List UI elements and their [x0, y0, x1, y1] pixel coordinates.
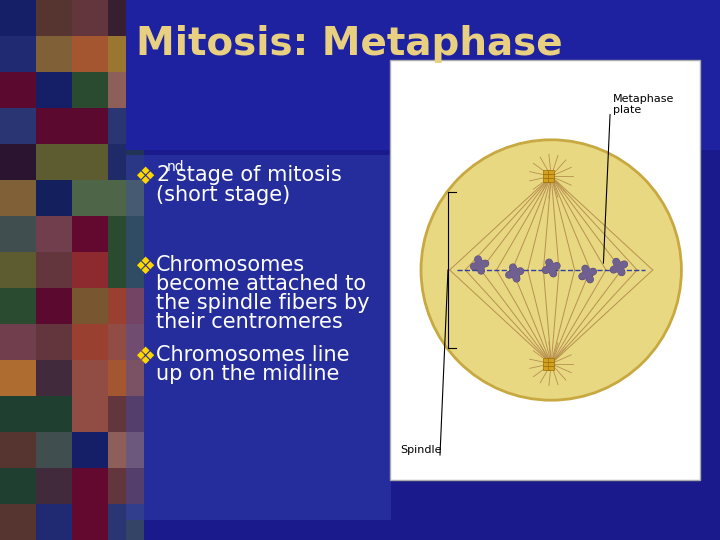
Circle shape	[421, 140, 681, 400]
Bar	[36, 396, 72, 432]
Bar	[72, 72, 108, 108]
Text: nd: nd	[167, 160, 184, 174]
Bar	[72, 288, 108, 324]
Bar	[108, 180, 144, 216]
Bar	[543, 178, 549, 183]
Bar	[36, 288, 72, 324]
Bar	[36, 432, 72, 468]
Bar	[72, 180, 108, 216]
Bar	[36, 144, 72, 180]
Bar	[0, 504, 36, 540]
Bar	[36, 324, 72, 360]
Bar	[543, 170, 549, 174]
Bar	[108, 504, 144, 540]
Bar	[108, 288, 144, 324]
Bar	[390, 60, 700, 480]
Bar	[0, 324, 36, 360]
Bar	[126, 245, 406, 430]
Bar	[36, 36, 72, 72]
Bar	[36, 216, 72, 252]
Bar	[36, 0, 72, 36]
Bar	[0, 360, 36, 396]
Bar	[0, 180, 36, 216]
Text: Metaphase
plate: Metaphase plate	[613, 93, 675, 115]
Bar	[0, 108, 36, 144]
Text: up on the midline: up on the midline	[156, 364, 339, 384]
Text: (short stage): (short stage)	[156, 185, 290, 205]
Bar	[72, 324, 108, 360]
Text: Chromosomes line: Chromosomes line	[156, 345, 349, 365]
Bar	[108, 144, 144, 180]
Text: Mitosis: Metaphase: Mitosis: Metaphase	[136, 25, 562, 63]
Bar	[543, 174, 549, 178]
Bar	[548, 357, 554, 362]
Bar	[36, 72, 72, 108]
Bar	[126, 155, 391, 245]
Bar	[126, 0, 720, 150]
Bar	[36, 108, 72, 144]
Bar	[108, 0, 144, 36]
Bar	[108, 108, 144, 144]
Bar	[548, 178, 554, 183]
Bar	[0, 288, 36, 324]
Bar	[548, 174, 554, 178]
Bar	[0, 72, 36, 108]
Bar	[108, 396, 144, 432]
Bar	[72, 216, 108, 252]
Bar	[72, 144, 108, 180]
Bar	[108, 324, 144, 360]
Bar	[36, 180, 72, 216]
Text: become attached to: become attached to	[156, 274, 366, 294]
Bar	[548, 362, 554, 366]
Bar	[72, 108, 108, 144]
Bar	[126, 430, 391, 520]
Bar	[108, 468, 144, 504]
Bar	[108, 216, 144, 252]
Bar	[36, 252, 72, 288]
Bar	[0, 144, 36, 180]
Text: ❖: ❖	[134, 345, 155, 369]
Text: ❖: ❖	[134, 165, 155, 189]
Text: the spindle fibers by: the spindle fibers by	[156, 293, 369, 313]
Text: their centromeres: their centromeres	[156, 312, 343, 332]
Text: Spindle: Spindle	[400, 445, 441, 455]
Bar	[548, 170, 554, 174]
Bar	[0, 36, 36, 72]
Bar	[108, 432, 144, 468]
Bar	[36, 504, 72, 540]
Bar	[72, 0, 108, 36]
Bar	[108, 36, 144, 72]
Text: Chromosomes: Chromosomes	[156, 255, 305, 275]
Bar	[72, 252, 108, 288]
Bar	[36, 468, 72, 504]
Bar	[0, 0, 36, 36]
Bar	[72, 396, 108, 432]
Bar	[0, 252, 36, 288]
Bar	[543, 357, 549, 362]
Bar	[36, 360, 72, 396]
Bar	[72, 468, 108, 504]
Bar	[0, 396, 36, 432]
Bar	[543, 366, 549, 370]
Text: ❖: ❖	[134, 255, 155, 279]
Bar	[108, 360, 144, 396]
Bar	[108, 72, 144, 108]
Bar	[72, 360, 108, 396]
Bar	[543, 362, 549, 366]
Text: stage of mitosis: stage of mitosis	[156, 165, 342, 185]
Bar	[0, 432, 36, 468]
Bar	[72, 432, 108, 468]
Bar	[0, 0, 126, 540]
Bar	[72, 504, 108, 540]
Bar	[548, 366, 554, 370]
Bar	[0, 216, 36, 252]
Text: 2: 2	[156, 165, 169, 185]
Bar	[0, 468, 36, 504]
Bar	[108, 252, 144, 288]
Bar	[72, 36, 108, 72]
